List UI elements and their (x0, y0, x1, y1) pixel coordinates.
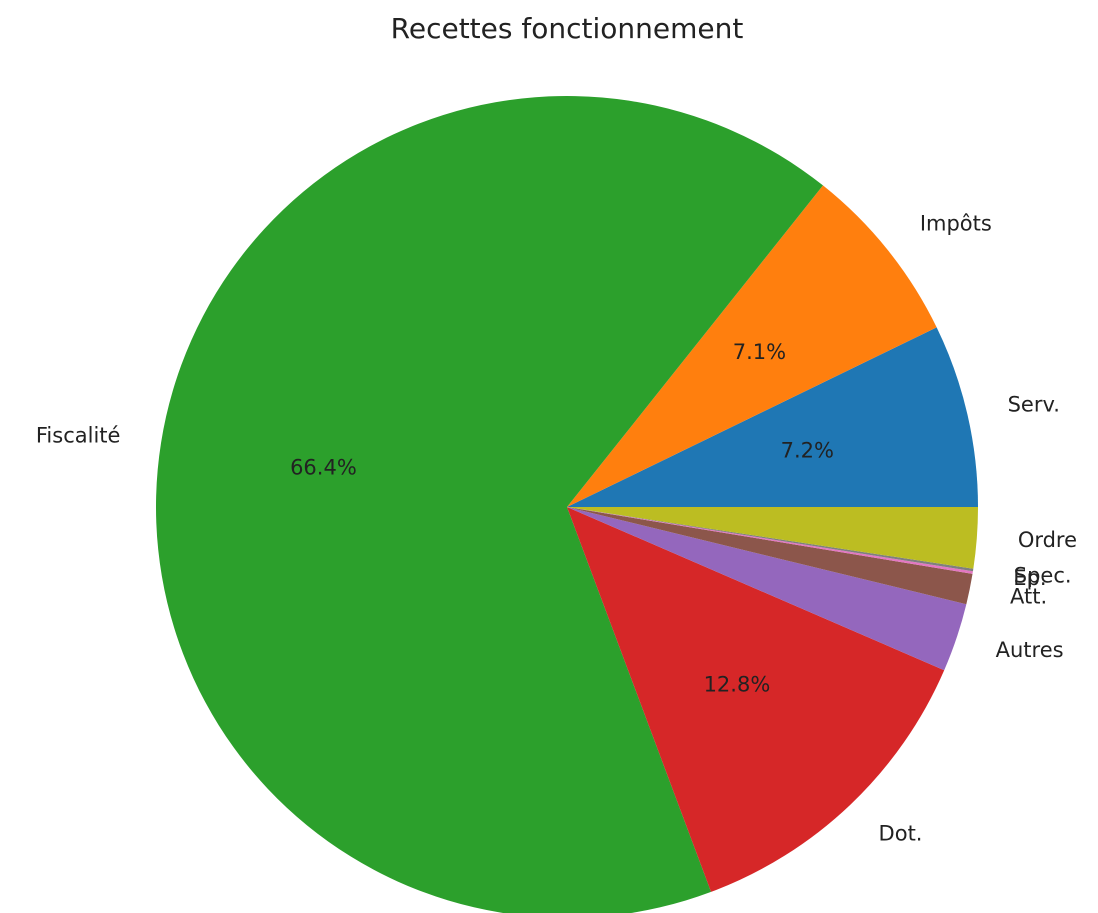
slice-label: Ordre (1018, 528, 1077, 552)
pie-slice (567, 327, 978, 507)
slice-label: Fiscalité (36, 423, 121, 447)
slice-label: Att. (1010, 584, 1047, 608)
chart-title: Recettes fonctionnement (391, 12, 744, 45)
pie-slice (567, 507, 973, 605)
pie-slice (567, 507, 967, 671)
pie-slice (567, 507, 973, 574)
slice-label: Ep. (1013, 566, 1046, 590)
percent-label: 12.8% (704, 673, 771, 697)
pie-slice (567, 507, 945, 892)
slice-label: Impôts (920, 211, 992, 235)
slice-label: Dot. (879, 822, 923, 846)
pie-slice (567, 507, 978, 569)
pie-slice (156, 96, 823, 913)
pie-slice (567, 507, 974, 572)
percent-label: 66.4% (290, 455, 357, 479)
percent-label: 7.2% (781, 439, 834, 463)
slice-label: Serv. (1008, 393, 1060, 417)
slice-label: Spec. (1014, 563, 1072, 587)
pie-slice (567, 185, 937, 507)
slice-label: Autres (996, 638, 1064, 662)
percent-label: 7.1% (733, 340, 786, 364)
